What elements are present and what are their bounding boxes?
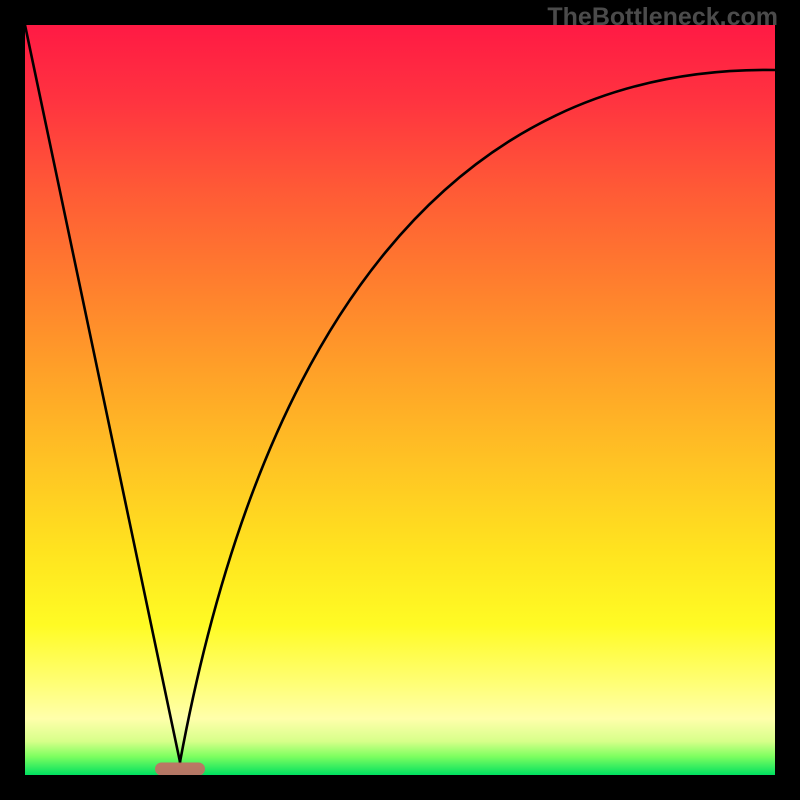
gradient-field bbox=[25, 25, 775, 775]
chart-stage: TheBottleneck.com bbox=[0, 0, 800, 800]
watermark-text: TheBottleneck.com bbox=[547, 3, 778, 32]
chart-svg bbox=[0, 0, 800, 800]
vertex-marker bbox=[155, 763, 205, 776]
